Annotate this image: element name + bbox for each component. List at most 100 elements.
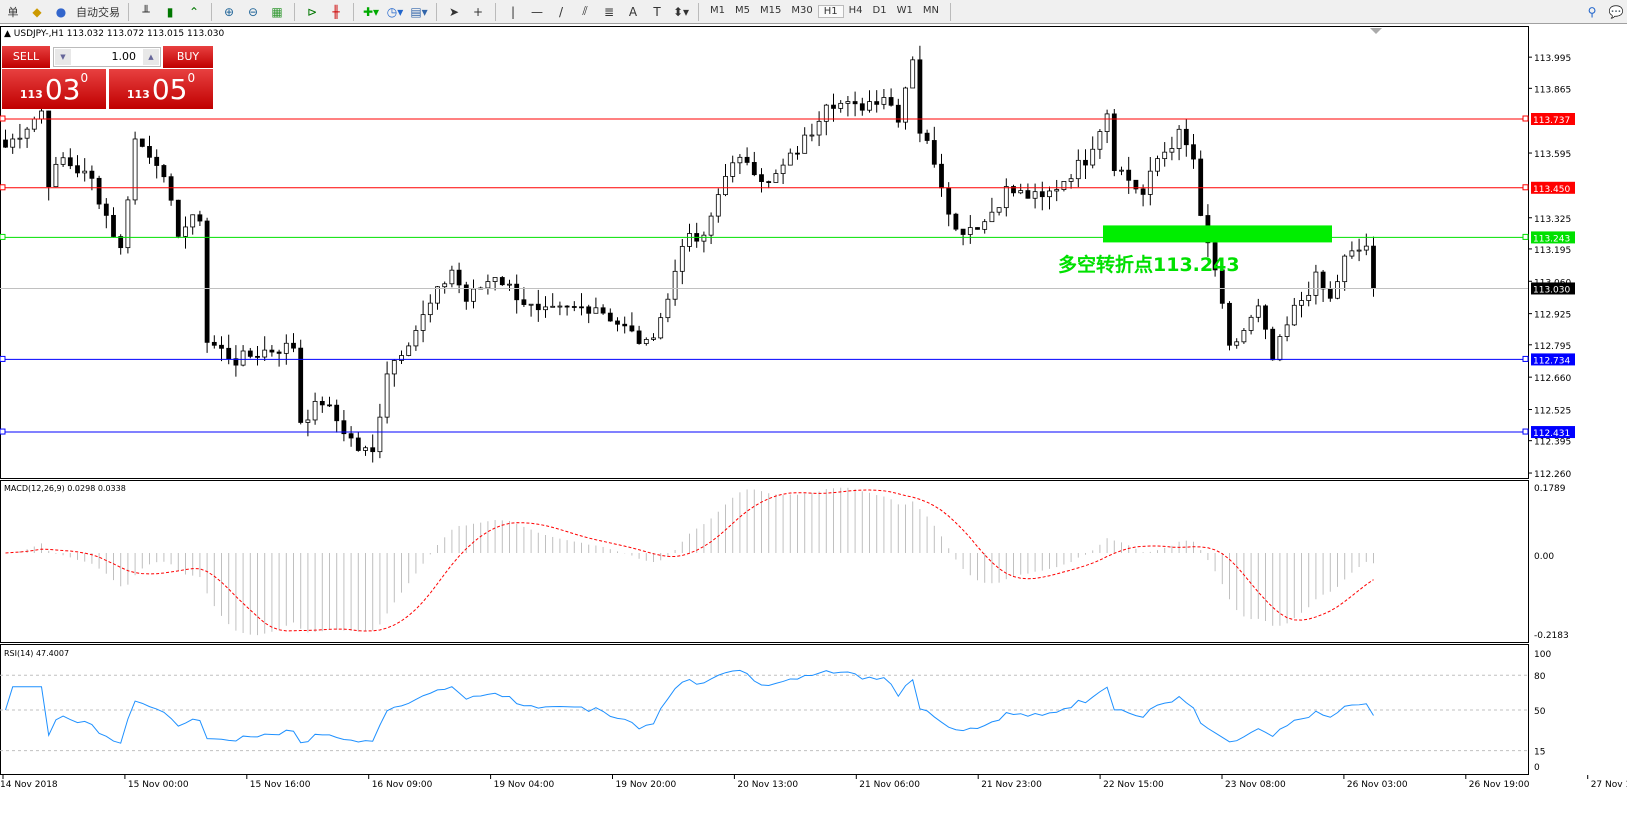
auto-trading-button[interactable]: 自动交易 xyxy=(76,5,120,19)
timeframe-m1[interactable]: M1 xyxy=(710,5,725,16)
lot-size-input[interactable]: 1.00 xyxy=(53,47,161,67)
candle xyxy=(816,111,822,147)
new-indicator-icon[interactable]: ✚▾ xyxy=(362,4,380,19)
sell-button[interactable]: SELL xyxy=(2,46,50,68)
lot-decrease-button[interactable]: ▼ xyxy=(55,49,71,65)
zoom-out-icon[interactable]: ⊖ xyxy=(247,4,259,19)
text-label-icon[interactable]: T xyxy=(653,4,661,19)
candle xyxy=(463,281,469,310)
candle-body xyxy=(348,433,354,439)
candle-body xyxy=(103,203,109,216)
candle xyxy=(946,182,952,227)
candle xyxy=(809,123,815,142)
candle-body xyxy=(1349,250,1355,257)
candle xyxy=(377,403,383,459)
candle xyxy=(154,149,160,179)
candle-body xyxy=(190,214,196,228)
candle xyxy=(399,350,404,365)
vertical-line-icon[interactable]: | xyxy=(510,4,516,19)
price-line-label-bg xyxy=(1531,113,1575,125)
candle-body xyxy=(1313,271,1319,296)
timeframe-m15[interactable]: M15 xyxy=(760,5,782,16)
sell-price[interactable]: 113 03 0 xyxy=(2,69,106,109)
timeframe-mn[interactable]: MN xyxy=(922,5,939,16)
auto-trading-icon[interactable]: ● xyxy=(55,4,67,19)
candle-body xyxy=(442,283,448,288)
candle-body xyxy=(370,447,376,453)
chart-area[interactable]: 113.995 113.865 113.595 113.325 113.195 113.0… xyxy=(0,26,1627,823)
candle xyxy=(823,103,829,136)
periods-icon[interactable]: ◷▾ xyxy=(386,4,404,19)
candle-body xyxy=(953,213,959,230)
candle-body xyxy=(636,330,642,344)
candle xyxy=(672,259,678,306)
macd-pane-border xyxy=(0,480,1529,643)
eraser-icon[interactable]: ◆ xyxy=(32,4,42,19)
line-handle xyxy=(1522,233,1529,240)
macd-tick-label: -0.2183 xyxy=(1534,631,1569,641)
auto-scroll-icon[interactable]: ⊳ xyxy=(306,4,318,19)
candle-body xyxy=(1140,188,1146,195)
candle-body xyxy=(233,358,239,366)
text-icon[interactable]: A xyxy=(628,4,638,19)
candle-body xyxy=(715,194,721,217)
candle xyxy=(996,207,1002,216)
candle xyxy=(298,339,304,425)
candle-body xyxy=(852,101,858,105)
candle-body xyxy=(1047,190,1052,198)
candle-body xyxy=(82,170,88,174)
candle-body xyxy=(1075,159,1081,180)
tile-windows-icon[interactable]: ▦ xyxy=(271,4,283,19)
timeframe-m30[interactable]: M30 xyxy=(791,5,813,16)
fibonacci-icon[interactable]: ≣ xyxy=(603,4,615,19)
templates-icon[interactable]: ▤▾ xyxy=(410,4,428,19)
zoom-in-icon[interactable]: ⊕ xyxy=(223,4,235,19)
line-chart-icon[interactable]: ⌃ xyxy=(188,4,200,19)
candle xyxy=(643,337,649,346)
candlestick-icon[interactable]: ▮ xyxy=(166,4,174,19)
bar-chart-icon[interactable]: ╨ xyxy=(142,4,150,19)
candle xyxy=(384,361,390,424)
candle xyxy=(499,276,505,286)
arrows-icon[interactable]: ⬍▾ xyxy=(672,4,690,19)
chart-shift-icon[interactable]: ╫ xyxy=(332,4,340,19)
candle xyxy=(327,396,332,407)
candle-body xyxy=(1155,158,1160,172)
timeframe-h4[interactable]: H4 xyxy=(848,5,863,16)
candle-body xyxy=(161,165,167,178)
candle xyxy=(593,297,599,314)
candle xyxy=(787,148,793,166)
equidistant-channel-icon[interactable]: ⫽ xyxy=(582,4,588,18)
cursor-icon[interactable]: ➤ xyxy=(448,4,460,19)
candle xyxy=(730,155,736,183)
rsi-line xyxy=(5,669,1374,744)
candle xyxy=(348,426,354,447)
horizontal-line-icon[interactable]: — xyxy=(531,4,543,19)
lot-increase-button[interactable]: ▲ xyxy=(143,49,159,65)
candle xyxy=(96,175,102,210)
candle-body xyxy=(334,404,340,422)
buy-button[interactable]: BUY xyxy=(163,46,213,68)
candle xyxy=(600,304,606,315)
trendline-icon[interactable]: / xyxy=(558,4,564,19)
chat-icon[interactable]: 💬 xyxy=(1608,4,1624,19)
candle xyxy=(276,349,282,367)
candle-body xyxy=(1147,170,1153,195)
candle xyxy=(3,129,8,148)
timeframe-m5[interactable]: M5 xyxy=(735,5,750,16)
search-icon[interactable]: ⚲ xyxy=(1587,4,1597,19)
timeframe-h1[interactable]: H1 xyxy=(817,5,844,18)
candle-body xyxy=(219,344,224,349)
candle-body xyxy=(643,339,649,344)
line-handle xyxy=(0,355,6,362)
crosshair-icon[interactable]: + xyxy=(472,4,484,19)
timeframe-d1[interactable]: D1 xyxy=(872,5,887,16)
candle-body xyxy=(1191,144,1196,160)
candle-body xyxy=(550,305,556,308)
macd-tick-label: 0.00 xyxy=(1534,552,1554,562)
buy-price[interactable]: 113 05 0 xyxy=(109,69,213,109)
price-line-label-bg xyxy=(1531,181,1575,194)
candle-body xyxy=(276,351,282,354)
candle-body xyxy=(521,299,527,305)
timeframe-w1[interactable]: W1 xyxy=(896,5,913,16)
